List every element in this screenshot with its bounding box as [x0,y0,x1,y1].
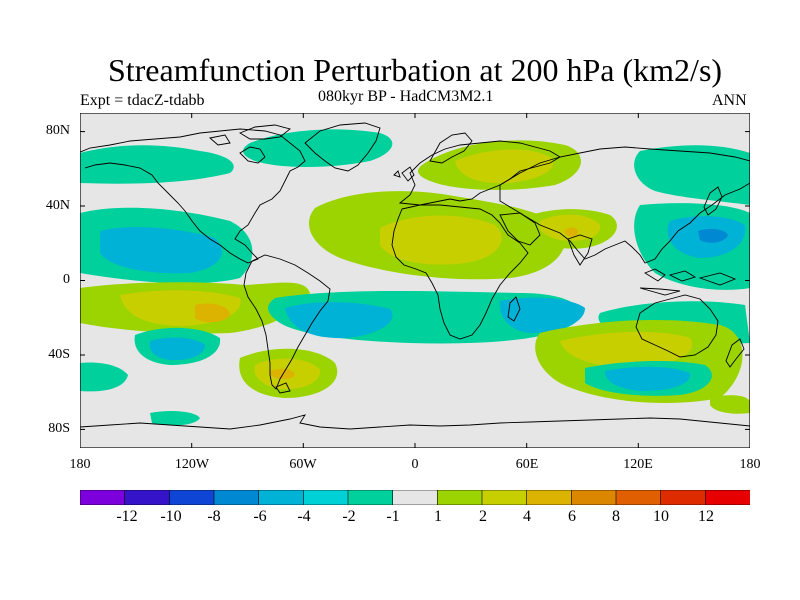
colorbar-swatch [303,490,349,505]
lat-label-equator: 0 [63,272,70,287]
colorbar-swatch [169,490,215,505]
colorbar-swatch [392,490,438,505]
colorbar-swatch [437,490,483,505]
colorbar-swatch [615,490,662,505]
contour-region [499,297,585,333]
colorbar-label: 1 [434,508,442,525]
colorbar-swatch [526,490,572,505]
contour-region [710,395,750,414]
chart-title: Streamfunction Perturbation at 200 hPa (… [107,52,723,88]
colorbar-swatch [80,490,126,505]
colorbar-label: -12 [116,508,138,525]
lon-label-180e: 180 [739,457,761,472]
experiment-label: Expt = tdacZ-tdabb [80,92,205,109]
lat-label-40n: 40N [45,198,70,213]
coastline-arabia [499,212,541,246]
coastline-new-zealand [725,338,745,368]
contour-region [634,145,750,205]
colorbar-label: -2 [342,508,356,525]
coastline-australia [635,294,719,358]
colorbar-swatch [481,490,528,505]
contour-region [698,228,728,243]
coastline-antarctica [80,414,750,430]
lon-label-60w: 60W [289,457,317,472]
colorbar-swatch [213,490,260,505]
colorbar-swatch [660,490,706,505]
coastline-asia [499,146,750,264]
coastline-madagascar [507,296,521,322]
coastline-japan [703,186,723,216]
contour-region [564,227,579,237]
coastline-indonesia [639,268,737,296]
season-label: ANN [712,92,747,109]
lon-label-180w: 180 [69,457,91,472]
lon-label-0: 0 [411,457,419,472]
coastline-india [567,234,593,266]
colorbar-swatch [124,490,170,505]
lat-label-40s: 40S [48,347,70,362]
contour-region [195,303,230,323]
colorbar-label: -8 [207,508,221,525]
coastline-greenland [304,122,381,172]
coastline-arctic-islands [209,124,291,146]
lon-label-120w: 120W [174,457,210,472]
colorbar [80,490,750,505]
coastline-africa [391,204,529,340]
coastlines [80,122,750,430]
contour-region [149,337,205,361]
colorbar-label: 12 [698,508,714,525]
contour-region [539,214,601,241]
colorbar-label: -1 [386,508,400,525]
contour-region [605,366,691,391]
colorbar-swatch [258,490,304,505]
coastline-south-america [243,254,331,390]
colorbar-label: -10 [160,508,182,525]
colorbar-swatch [347,490,394,505]
coastline-british-isles [393,166,415,182]
lat-label-80n: 80N [45,123,70,138]
colorbar-label: 8 [612,508,620,525]
contour-region [80,145,234,184]
lon-label-60e: 60E [515,457,539,472]
colorbar-swatch [571,490,617,505]
contour-region [100,227,222,274]
contour-region [380,215,502,265]
colorbar-label: 4 [523,508,531,525]
map-ticks [80,113,750,448]
contour-region [285,302,393,339]
coastline-scandinavia [429,132,473,164]
coastline-europe [398,140,561,206]
colorbar-label: 2 [479,508,487,525]
colorbar-label: 10 [653,508,669,525]
contour-region [243,129,393,167]
lon-label-120e: 120E [623,457,653,472]
contour-region [80,362,128,392]
colorbar-label: -6 [253,508,267,525]
colorbar-swatch [705,490,750,505]
coastline-hudson-bay [239,146,266,164]
coastline-north-america [80,128,306,264]
colorbar-label: 6 [568,508,576,525]
contour-region [150,410,200,426]
contour-region [455,149,554,184]
contour-region [560,331,693,368]
lat-label-80s: 80S [48,421,70,436]
colorbar-label: -4 [297,508,311,525]
streamfunction-map [80,113,750,448]
coastline-tierra-del-fuego [275,382,291,394]
period-model-label: 080kyr BP - HadCM3M2.1 [318,88,494,105]
